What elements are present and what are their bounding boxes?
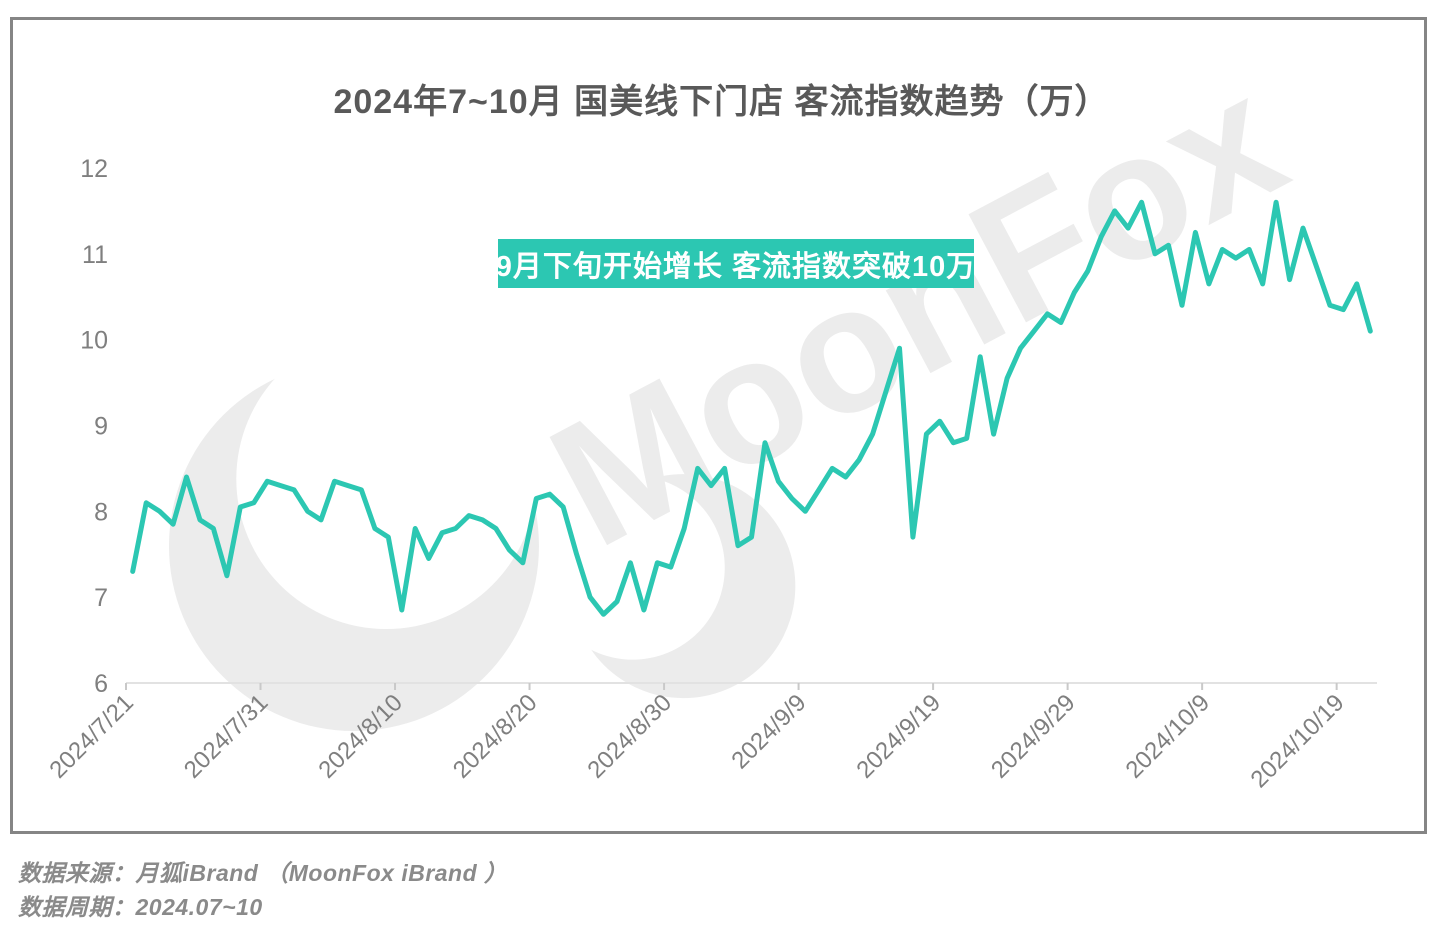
x-axis-label: 2024/9/29 xyxy=(986,689,1081,784)
footer-source: 数据来源：月狐iBrand （MoonFox iBrand ） xyxy=(18,860,508,886)
chart-frame xyxy=(10,17,1427,834)
y-axis-label: 12 xyxy=(80,155,108,183)
x-axis-label: 2024/7/21 xyxy=(44,689,139,784)
annotation-callout: 9月下旬开始增长 客流指数突破10万 xyxy=(496,239,975,288)
y-axis-label: 11 xyxy=(82,241,108,269)
trend-line xyxy=(130,199,1373,617)
x-axis-label: 2024/9/9 xyxy=(726,689,811,774)
x-axis-label: 2024/7/31 xyxy=(179,689,274,784)
x-axis-label: 2024/10/19 xyxy=(1246,689,1350,793)
y-axis-label: 6 xyxy=(94,670,108,698)
x-axis-label: 2024/8/20 xyxy=(448,689,543,784)
x-axis-label: 2024/8/30 xyxy=(582,689,677,784)
x-axis-label: 2024/9/19 xyxy=(851,689,946,784)
y-axis-label: 10 xyxy=(80,327,108,355)
chart-title: 2024年7~10月 国美线下门店 客流指数趋势（万） xyxy=(333,83,1110,121)
y-axis-label: 7 xyxy=(94,584,108,612)
y-axis-label: 9 xyxy=(94,413,108,441)
footer-period: 数据周期：2024.07~10 xyxy=(18,894,263,920)
x-axis-label: 2024/10/9 xyxy=(1120,689,1215,784)
y-axis-label: 8 xyxy=(94,498,108,526)
moonfox-logo-crescent xyxy=(168,329,796,732)
